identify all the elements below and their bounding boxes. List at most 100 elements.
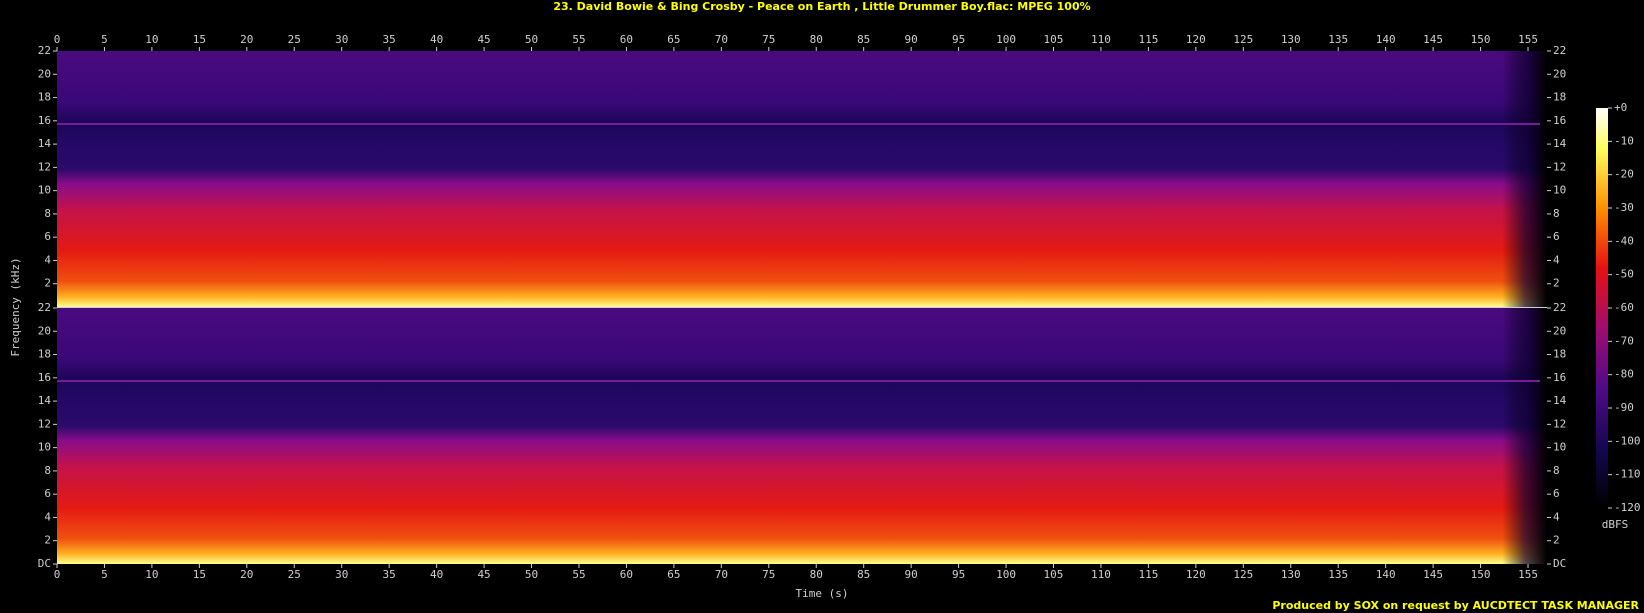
x-tick-label: 75 <box>762 568 775 581</box>
y-tick-label: 2 <box>44 277 51 290</box>
y-tick-label: 18 <box>1553 91 1566 104</box>
x-tick-label: 75 <box>762 33 775 46</box>
x-tick-label: 20 <box>240 568 253 581</box>
y-tick-label: DC <box>1553 557 1566 570</box>
y-tick-label: 2 <box>44 534 51 547</box>
footer: Produced by SOX on request by AUCDTECT T… <box>1272 599 1639 612</box>
x-tick-label: 85 <box>857 33 870 46</box>
y-tick-label: 16 <box>38 371 51 384</box>
y-tick-label: 12 <box>1553 160 1566 173</box>
y-tick-label: 14 <box>38 137 52 150</box>
x-tick-label: 60 <box>620 33 633 46</box>
y-tick-label: 20 <box>38 67 51 80</box>
x-tick-label: 120 <box>1186 568 1206 581</box>
chart-title: 23. David Bowie & Bing Crosby - Peace on… <box>553 0 1090 13</box>
y-tick-label: 18 <box>1553 348 1566 361</box>
y-tick-label: 22 <box>1553 44 1566 57</box>
x-tick-label: 145 <box>1423 33 1443 46</box>
y-tick-label: 12 <box>38 160 51 173</box>
x-tick-label: 110 <box>1091 568 1111 581</box>
x-tick-label: 45 <box>477 33 490 46</box>
x-tick-label: 60 <box>620 568 633 581</box>
colorbar-label: dBFS <box>1602 518 1629 531</box>
x-tick-label: 110 <box>1091 33 1111 46</box>
y-tick-label: 16 <box>1553 114 1566 127</box>
colorbar-tick-label: -90 <box>1614 401 1634 414</box>
y-tick-label: 6 <box>44 487 51 500</box>
x-tick-label: 95 <box>952 33 965 46</box>
colorbar-tick-label: -40 <box>1614 234 1634 247</box>
y-tick-label: 12 <box>38 417 51 430</box>
colorbar-tick-label: +0 <box>1614 101 1627 114</box>
y-tick-label: 10 <box>1553 184 1566 197</box>
x-tick-label: 20 <box>240 33 253 46</box>
x-tick-label: 0 <box>54 33 61 46</box>
x-tick-label: 155 <box>1518 568 1538 581</box>
x-tick-label: 70 <box>715 33 728 46</box>
y-tick-label: 20 <box>1553 67 1566 80</box>
spectrogram-bottom <box>57 308 1547 564</box>
y-tick-label: 22 <box>38 301 51 314</box>
y-tick-label: 6 <box>1553 487 1560 500</box>
x-tick-label: 100 <box>996 33 1016 46</box>
y-tick-label: 6 <box>1553 230 1560 243</box>
y-tick-label: 20 <box>38 324 51 337</box>
y-tick-label: 4 <box>44 253 51 266</box>
x-tick-label: 50 <box>525 568 538 581</box>
x-tick-label: 105 <box>1044 568 1064 581</box>
y-tick-label: 8 <box>44 464 51 477</box>
y-tick-label: 4 <box>44 510 51 523</box>
colorbar-tick-label: -20 <box>1614 168 1634 181</box>
y-tick-label: 4 <box>1553 253 1560 266</box>
colorbar <box>1596 108 1608 508</box>
y-tick-label: 2 <box>1553 534 1560 547</box>
x-tick-label: 90 <box>905 33 918 46</box>
y-tick-label: 18 <box>38 91 51 104</box>
x-tick-label: 105 <box>1044 33 1064 46</box>
y-tick-label: 14 <box>1553 137 1567 150</box>
x-tick-label: 25 <box>288 568 301 581</box>
x-tick-label: 120 <box>1186 33 1206 46</box>
colorbar-tick-label: -60 <box>1614 301 1634 314</box>
x-tick-label: 30 <box>335 568 348 581</box>
y-tick-label: 12 <box>1553 417 1566 430</box>
x-tick-label: 15 <box>193 568 206 581</box>
x-tick-label: 80 <box>810 568 823 581</box>
x-tick-label: 135 <box>1328 568 1348 581</box>
y-tick-label: 10 <box>38 441 51 454</box>
x-tick-label: 50 <box>525 33 538 46</box>
y-tick-label: 22 <box>1553 301 1566 314</box>
spectrum-fade <box>57 308 1547 564</box>
x-tick-label: 45 <box>477 568 490 581</box>
y-tick-label: 16 <box>38 114 51 127</box>
x-tick-label: 150 <box>1471 33 1491 46</box>
x-tick-label: 35 <box>383 568 396 581</box>
x-tick-label: 115 <box>1138 568 1158 581</box>
x-tick-label: 125 <box>1233 568 1253 581</box>
y-tick-label: 18 <box>38 348 51 361</box>
x-tick-label: 55 <box>572 33 585 46</box>
y-tick-label: 8 <box>1553 207 1560 220</box>
y-axis-label: Frequency (kHz) <box>9 257 22 356</box>
colorbar-tick-label: -70 <box>1614 334 1634 347</box>
colorbar-tick-label: -80 <box>1614 368 1634 381</box>
x-tick-label: 85 <box>857 568 870 581</box>
y-tick-label: 10 <box>38 184 51 197</box>
x-tick-label: 125 <box>1233 33 1253 46</box>
y-tick-label: 22 <box>38 44 51 57</box>
x-tick-label: 0 <box>54 568 61 581</box>
y-tick-label: 16 <box>1553 371 1566 384</box>
colorbar-tick-label: -50 <box>1614 268 1634 281</box>
x-tick-label: 10 <box>145 33 158 46</box>
y-tick-label: 2 <box>1553 277 1560 290</box>
y-tick-label: 4 <box>1553 510 1560 523</box>
x-tick-label: 55 <box>572 568 585 581</box>
x-tick-label: 40 <box>430 33 443 46</box>
x-tick-label: 40 <box>430 568 443 581</box>
x-tick-label: 65 <box>667 568 680 581</box>
y-tick-label: 8 <box>1553 464 1560 477</box>
x-tick-label: 10 <box>145 568 158 581</box>
x-tick-label: 15 <box>193 33 206 46</box>
x-tick-label: 150 <box>1471 568 1491 581</box>
